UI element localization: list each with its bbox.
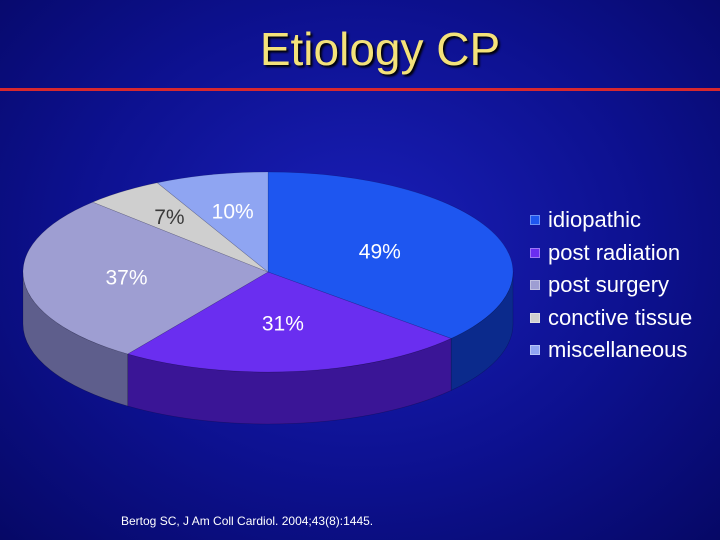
legend-swatch-conctive-tissue [530, 312, 540, 323]
legend-label-conctive-tissue: conctive tissue [548, 304, 693, 330]
legend-label-idiopathic: idiopathic [548, 207, 641, 233]
legend-swatch-post-surgery [530, 280, 540, 291]
legend-item-miscellaneous: miscellaneous [530, 334, 692, 367]
legend-item-conctive-tissue: conctive tissue [530, 302, 692, 335]
legend-swatch-post-radiation [530, 247, 540, 258]
data-label-post-radiation: 31% [262, 313, 304, 336]
data-label-miscellaneous: 10% [212, 201, 254, 224]
chart-legend: idiopathic post radiation post surgery c… [530, 204, 692, 367]
slide-title: Etiology CP [259, 23, 501, 75]
pie-slice-post-radiation [126, 271, 452, 373]
pie-slice-idiopathic [267, 171, 514, 339]
legend-swatch-idiopathic [530, 215, 540, 226]
citation: Bertog SC, J Am Coll Cardiol. 2004;43(8)… [121, 514, 374, 528]
pie-slice-post-surgery [22, 201, 269, 355]
legend-item-post-radiation: post radiation [530, 237, 692, 270]
pie-top [22, 171, 514, 373]
legend-item-post-surgery: post surgery [530, 269, 692, 302]
legend-label-post-radiation: post radiation [548, 239, 681, 265]
data-label-conctive-tissue: 7% [154, 206, 184, 229]
data-label-idiopathic: 49% [359, 241, 401, 264]
pie-slice-conctive-tissue [91, 182, 269, 273]
title-divider [0, 88, 720, 91]
legend-label-post-surgery: post surgery [548, 272, 670, 298]
pie-slice-miscellaneous [156, 171, 269, 273]
pie-data-labels: 49% 31% 37% 7% 10% [105, 201, 400, 336]
legend-item-idiopathic: idiopathic [530, 204, 692, 237]
legend-swatch-miscellaneous [530, 345, 540, 356]
legend-label-miscellaneous: miscellaneous [548, 337, 688, 363]
data-label-post-surgery: 37% [105, 266, 147, 289]
